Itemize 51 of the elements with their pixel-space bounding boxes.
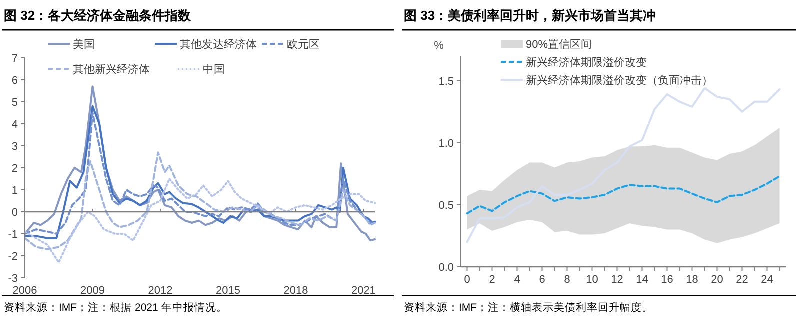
x-tick-label: 2006 <box>12 285 38 297</box>
x-tick-label: 2009 <box>80 285 105 297</box>
x-tick-label: 2015 <box>216 285 240 297</box>
y-tick-label: -1 <box>8 229 18 241</box>
x-tick-label: 2021 <box>351 285 376 297</box>
x-tick-label: 4 <box>514 274 520 286</box>
y-tick-label: -3 <box>8 273 18 285</box>
y-tick-label: 5 <box>12 97 18 109</box>
x-tick-label: 0 <box>464 274 470 286</box>
y-tick-label: 3 <box>12 141 18 153</box>
line-series <box>466 87 781 244</box>
chart-title: 图 32：各大经济体金融条件指数 <box>4 8 192 23</box>
chart-title: 图 33：美债利率回升时，新兴市场首当其冲 <box>404 8 656 23</box>
x-tick-label: 18 <box>686 274 698 286</box>
x-tick-label: 6 <box>539 274 546 286</box>
x-tick-label: 10 <box>586 274 598 286</box>
x-tick-label: 8 <box>564 274 570 286</box>
x-tick-label: 22 <box>736 274 748 286</box>
y-tick-label: -2 <box>8 251 18 263</box>
legend-label: 新兴经济体期限溢价改变（负面冲击） <box>526 74 713 87</box>
y-tick-label: 0.5 <box>438 200 454 212</box>
legend-label: 欧元区 <box>287 39 320 51</box>
x-tick-label: 20 <box>711 274 724 286</box>
x-tick-label: 12 <box>611 274 624 286</box>
y-tick-label: 0 <box>12 207 18 219</box>
line-series <box>24 178 376 264</box>
y-tick-label: 1.5 <box>438 76 454 88</box>
legend-label: 美国 <box>73 38 95 51</box>
legend-label: 其他新兴经济体 <box>73 63 150 76</box>
text: 资料来源：IMF；注：横轴表示美债利率回升幅度。 <box>404 301 654 314</box>
x-tick-label: 24 <box>761 274 774 286</box>
y-tick-label: 1.0 <box>438 138 454 150</box>
legend-label: 其他发达经济体 <box>180 38 257 51</box>
y-tick-label: 0.0 <box>438 262 454 274</box>
x-tick-label: 2012 <box>148 285 173 297</box>
legend-label: 新兴经济体期限溢价改变 <box>526 56 647 69</box>
y-tick-label: 7 <box>12 53 18 65</box>
x-tick-label: 14 <box>636 274 648 286</box>
x-tick-label: 2 <box>489 274 496 286</box>
line-series <box>24 152 376 250</box>
y-tick-label: 1 <box>12 185 18 197</box>
y-axis-title: % <box>434 40 444 52</box>
x-tick-label: 2018 <box>284 285 308 297</box>
line-series <box>466 175 781 215</box>
x-tick-label: 16 <box>661 274 674 286</box>
legend-label: 90%置信区间 <box>526 39 592 51</box>
legend-label: 中国 <box>203 63 225 76</box>
y-tick-label: 4 <box>12 119 18 131</box>
y-tick-label: 2 <box>12 163 18 175</box>
y-tick-label: 6 <box>12 75 18 87</box>
text: 资料来源：IMF；注：根据 2021 年中报情况。 <box>4 301 228 314</box>
